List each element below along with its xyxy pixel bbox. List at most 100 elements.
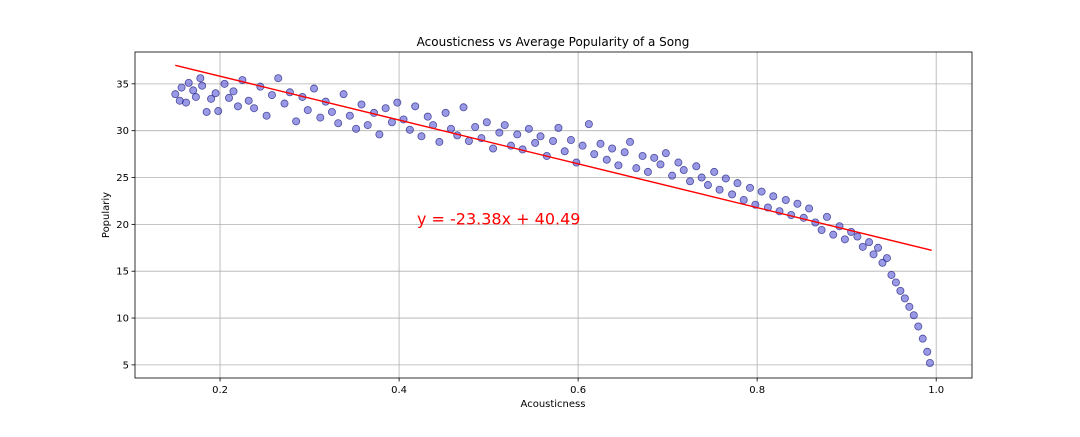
data-point	[334, 119, 343, 128]
data-point	[715, 185, 724, 194]
data-point	[566, 136, 575, 145]
data-point	[614, 161, 623, 170]
x-tick-label: 0.6	[570, 385, 586, 396]
data-point	[233, 102, 242, 111]
data-point	[596, 139, 605, 148]
data-point	[244, 96, 253, 105]
data-point	[171, 90, 180, 99]
data-point	[560, 147, 569, 156]
data-point	[292, 117, 301, 126]
data-point	[925, 359, 934, 368]
data-point	[357, 100, 366, 109]
data-point	[909, 311, 918, 320]
data-point	[626, 137, 635, 146]
data-point	[882, 254, 891, 263]
data-point	[447, 124, 456, 133]
data-point	[196, 74, 205, 83]
data-point	[495, 128, 504, 137]
data-point	[805, 204, 814, 213]
data-point	[500, 121, 509, 130]
data-point	[220, 79, 229, 88]
y-tick-label: 35	[116, 79, 129, 90]
data-point	[224, 93, 233, 102]
x-axis-label: Acousticness	[521, 399, 586, 410]
y-tick-label: 5	[123, 360, 129, 371]
data-point	[262, 111, 271, 120]
data-point	[316, 113, 325, 122]
data-point	[191, 92, 200, 101]
data-point	[721, 174, 730, 183]
data-point	[189, 86, 198, 95]
data-point	[267, 91, 276, 100]
data-point	[923, 347, 932, 356]
data-point	[202, 107, 211, 116]
data-point	[536, 132, 545, 141]
data-point	[182, 98, 191, 107]
data-point	[310, 84, 319, 93]
data-point	[339, 90, 348, 99]
data-point	[381, 104, 390, 113]
plot-area-frame	[134, 51, 973, 379]
data-point	[869, 250, 878, 259]
chart-title: Acousticness vs Average Popularity of a …	[417, 35, 690, 49]
y-tick-label: 25	[116, 173, 129, 184]
data-point	[656, 160, 665, 169]
data-point	[435, 137, 444, 146]
data-point	[211, 89, 220, 98]
data-point	[679, 166, 688, 175]
fit-equation-label: y = -23.38x + 40.49	[417, 209, 580, 228]
data-point	[578, 141, 587, 150]
data-point	[728, 190, 737, 199]
data-point	[891, 278, 900, 287]
data-point	[393, 98, 402, 107]
data-point	[686, 177, 695, 186]
x-tick-label: 0.4	[391, 385, 407, 396]
data-point	[739, 196, 748, 205]
data-point	[229, 87, 238, 96]
data-point	[829, 230, 838, 239]
data-point	[423, 112, 432, 121]
data-point	[874, 243, 883, 252]
data-point	[177, 83, 186, 92]
y-tick-label: 10	[116, 314, 129, 325]
data-point	[733, 179, 742, 188]
data-point	[745, 183, 754, 192]
data-point	[918, 334, 927, 343]
y-tick-label: 20	[116, 220, 129, 231]
data-point	[769, 192, 778, 201]
data-point	[905, 302, 914, 311]
data-point	[489, 144, 498, 153]
data-point	[692, 162, 701, 171]
data-point	[822, 212, 831, 221]
data-point	[387, 118, 396, 127]
data-point	[914, 322, 923, 331]
data-point	[411, 102, 420, 111]
data-point	[674, 158, 683, 167]
data-point	[590, 150, 599, 159]
data-point	[781, 196, 790, 205]
data-point	[417, 132, 426, 141]
data-point	[632, 164, 641, 173]
x-tick-label: 0.2	[212, 385, 228, 396]
y-axis-label: Populariy	[101, 192, 112, 238]
data-point	[608, 144, 617, 153]
data-point	[250, 104, 259, 113]
data-point	[650, 153, 659, 162]
data-point	[352, 124, 361, 133]
data-point	[710, 167, 719, 176]
y-tick-label: 15	[116, 267, 129, 278]
data-point	[620, 148, 629, 157]
data-point	[549, 136, 558, 145]
data-point	[524, 124, 533, 133]
data-point	[840, 235, 849, 244]
data-point	[375, 130, 384, 139]
x-axis-ticks: 0.2 0.4 0.6 0.8 1.0	[212, 378, 944, 396]
data-point	[345, 111, 354, 120]
data-point	[184, 78, 193, 87]
fit-line	[175, 64, 932, 252]
data-point	[887, 270, 896, 279]
data-point	[198, 81, 207, 90]
